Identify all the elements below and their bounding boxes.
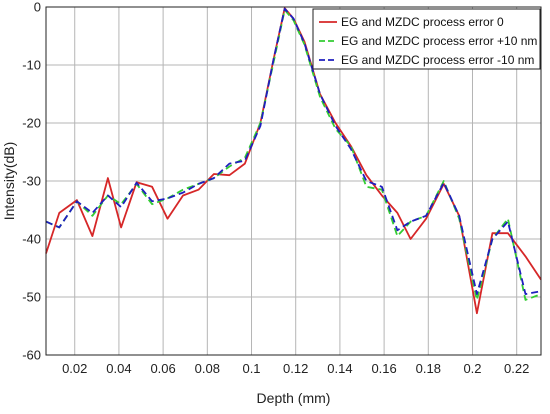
y-tick-label: -20 [22, 116, 41, 131]
x-tick-label: 0.14 [327, 361, 352, 376]
x-tick-label: 0.22 [504, 361, 529, 376]
x-tick-label: 0.06 [150, 361, 175, 376]
y-axis-label: Intensity(dB) [1, 142, 17, 221]
y-tick-label: -10 [22, 58, 41, 73]
y-tick-label: -50 [22, 290, 41, 305]
x-axis-label: Depth (mm) [257, 390, 331, 406]
y-tick-label: 0 [34, 0, 41, 15]
x-tick-label: 0.08 [195, 361, 220, 376]
plot-frame [45, 6, 542, 356]
legend-entry-1: EG and MZDC process error 0 [341, 15, 504, 29]
y-tick-labels: 0 -10 -20 -30 -40 -50 -60 [22, 0, 41, 363]
legend-entry-3: EG and MZDC process error -10 nm [341, 53, 534, 67]
x-tick-label: 0.12 [283, 361, 308, 376]
x-tick-labels: 0.02 0.04 0.06 0.08 0.1 0.12 0.14 0.16 0.18 0.2 0.… [62, 361, 529, 376]
y-tick-label: -60 [22, 348, 41, 363]
y-tick-label: -40 [22, 232, 41, 247]
series-line-3 [45, 7, 542, 296]
legend-box [312, 8, 541, 70]
x-tick-label: 0.1 [242, 361, 260, 376]
legend: EG and MZDC process error 0 EG and MZDC p… [312, 8, 541, 70]
y-tick-label: -30 [22, 174, 41, 189]
x-tick-label: 0.02 [62, 361, 87, 376]
series-layer [45, 7, 542, 315]
x-tick-label: 0.18 [416, 361, 441, 376]
x-tick-label: 0.2 [463, 361, 481, 376]
legend-entry-2: EG and MZDC process error +10 nm [341, 34, 537, 48]
x-tick-label: 0.16 [371, 361, 396, 376]
x-tick-label: 0.04 [106, 361, 131, 376]
